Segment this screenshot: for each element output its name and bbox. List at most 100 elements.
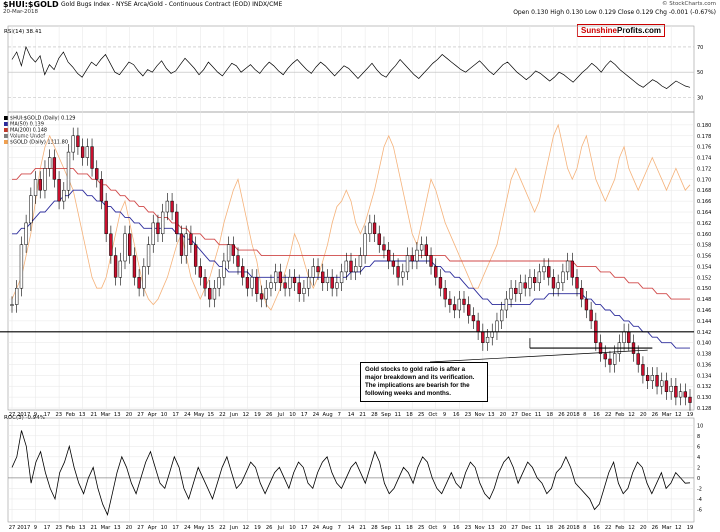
x-tick-label: 12	[628, 525, 635, 531]
candle-body	[542, 266, 546, 273]
x-tick-label: 21	[91, 412, 98, 418]
x-tick-label: 24	[184, 525, 191, 531]
x-tick-label: 8	[583, 525, 586, 531]
x-tick-label: Sep	[381, 412, 391, 418]
candle-body	[438, 277, 443, 289]
price-tick-label: 0.158	[697, 243, 711, 249]
candle-body	[452, 304, 457, 311]
candle-body	[104, 200, 108, 235]
price-tick-label: 0.142	[697, 330, 711, 336]
brand-badge[interactable]: SunshineProfits.com	[577, 24, 666, 37]
x-tick-label: 11	[394, 412, 401, 418]
x-tick-label: Dec	[521, 412, 531, 418]
candle-body	[565, 260, 570, 273]
x-tick-label: 18	[406, 525, 413, 531]
x-tick-label: 20	[640, 525, 647, 531]
candle-body	[448, 298, 452, 305]
candle-body	[292, 277, 297, 284]
candle-body	[419, 244, 424, 251]
price-tick-label: 0.130	[697, 395, 711, 401]
price-tick-label: 0.134	[697, 373, 711, 379]
candle-body	[311, 266, 316, 278]
candle-body	[509, 287, 513, 300]
x-tick-label: 22	[605, 412, 612, 418]
x-tick-label: 13	[488, 412, 495, 418]
candle-body	[660, 380, 664, 387]
candle-body	[142, 266, 146, 289]
gold-line	[11, 123, 691, 311]
candle-body	[476, 320, 480, 333]
price-tick-label: 0.178	[697, 134, 711, 140]
x-tick-label: 24	[313, 412, 320, 418]
x-tick-label: 27	[511, 525, 518, 531]
x-tick-label: 16	[453, 525, 460, 531]
x-tick-label: 27	[137, 412, 144, 418]
price-tick-label: 0.152	[697, 275, 711, 281]
x-tick-label: 26	[652, 412, 659, 418]
price-tick-label: 0.172	[697, 166, 711, 172]
candle-body	[57, 179, 61, 202]
price-tick-label: 0.150	[697, 286, 711, 292]
x-tick-label: 15	[207, 525, 214, 531]
x-tick-label: 26	[558, 525, 565, 531]
x-tick-label: Jul	[277, 412, 284, 418]
roc-tick-label: 0	[697, 476, 700, 482]
candle-body	[481, 331, 485, 343]
x-tick-label: 18	[546, 525, 553, 531]
candle-body	[547, 266, 551, 278]
candle-body	[377, 233, 381, 245]
candle-body	[198, 266, 203, 278]
x-tick-label: Jun	[229, 525, 238, 531]
candle-body	[43, 168, 47, 191]
candle-body	[391, 260, 396, 267]
candle-body	[241, 266, 245, 278]
candle-body	[52, 157, 57, 180]
chart-date: 20-Mar-2018	[3, 9, 38, 15]
x-tick-label: Apr	[148, 412, 158, 418]
x-tick-label: 20	[126, 412, 133, 418]
x-tick-label: 26	[558, 412, 565, 418]
x-tick-label: 12	[628, 412, 635, 418]
candle-body	[38, 179, 42, 191]
x-tick-label: 17	[301, 412, 308, 418]
roc-tick-label: -2	[697, 486, 702, 492]
candle-body	[363, 233, 367, 256]
candle-body	[344, 260, 348, 273]
candle-body	[330, 277, 334, 289]
candle-body	[76, 135, 80, 147]
price-tick-label: 0.144	[697, 319, 711, 325]
price-tick-label: 0.180	[697, 123, 711, 129]
candle-body	[514, 287, 518, 294]
legend-item: Volume Undef	[4, 134, 75, 140]
x-tick-label: 18	[546, 412, 553, 418]
candle-body	[368, 222, 372, 235]
candle-body	[372, 222, 377, 235]
x-tick-label: 12	[242, 412, 249, 418]
x-tick-label: 18	[406, 412, 413, 418]
roc-tick-label: -4	[697, 497, 702, 503]
candle-body	[208, 287, 212, 300]
price-tick-label: 0.168	[697, 188, 711, 194]
x-tick-label: 24	[184, 412, 191, 418]
price-tick-label: 0.174	[697, 156, 711, 162]
candle-body	[349, 260, 353, 273]
x-tick-label: Mar	[101, 412, 112, 418]
x-tick-label: Aug	[323, 412, 333, 418]
candle-body	[415, 249, 419, 262]
panel-frame	[7, 111, 695, 411]
candle-body	[683, 391, 687, 398]
annotation-pointer	[429, 349, 648, 363]
x-tick-label: 27	[9, 412, 16, 418]
x-tick-label: 23	[55, 412, 62, 418]
x-tick-label: 10	[289, 412, 296, 418]
legend-item: $HUI:$GOLD (Daily) 0.129	[4, 116, 75, 122]
x-tick-label: 19	[254, 412, 261, 418]
x-tick-label: Mar	[101, 525, 112, 531]
legend-text: MA(200) 0.148	[10, 127, 48, 134]
x-tick-label: 25	[418, 525, 425, 531]
roc-tick-label: 10	[697, 423, 703, 429]
candle-body	[410, 255, 414, 262]
legend: $HUI:$GOLD (Daily) 0.129 MA(50) 0.139 MA…	[4, 116, 75, 146]
candle-body	[278, 271, 283, 284]
